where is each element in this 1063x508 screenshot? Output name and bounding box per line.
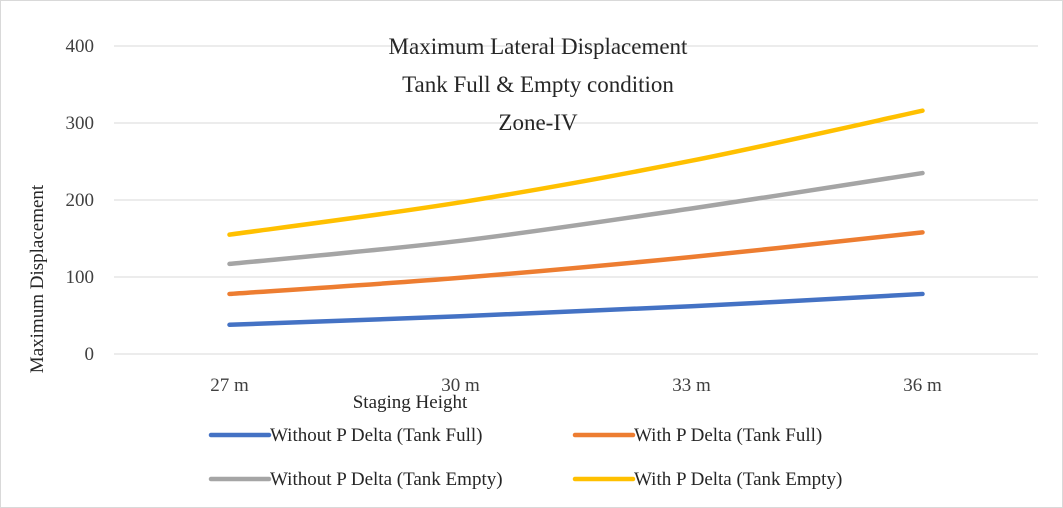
chart-title-line-3: Zone-IV <box>498 110 578 135</box>
legend-label: Without P Delta (Tank Empty) <box>270 469 503 490</box>
x-axis-title: Staging Height <box>353 392 468 413</box>
legend-item-4: With P Delta (Tank Empty) <box>572 469 842 490</box>
legend-label: With P Delta (Tank Full) <box>634 425 822 446</box>
y-tick-label: 0 <box>85 344 95 365</box>
y-axis-ticks: 0 100 200 300 400 <box>66 36 95 365</box>
series-lines <box>227 108 925 327</box>
y-tick-label: 300 <box>66 113 95 134</box>
legend-item-1: Without P Delta (Tank Full) <box>208 425 483 446</box>
legend-label: Without P Delta (Tank Full) <box>270 425 483 446</box>
x-tick-label: 27 m <box>210 375 249 396</box>
x-tick-label: 33 m <box>672 375 711 396</box>
gridlines <box>114 45 1038 355</box>
series-line-2 <box>227 230 925 297</box>
series-line-3 <box>227 170 925 267</box>
y-axis-title: Maximum Displacement <box>27 184 48 373</box>
series-line-1 <box>227 291 925 327</box>
chart-title-line-1: Maximum Lateral Displacement <box>389 34 689 59</box>
chart-title-line-2: Tank Full & Empty condition <box>402 72 674 97</box>
chart-title: Maximum Lateral Displacement Tank Full &… <box>389 34 689 135</box>
legend-item-2: With P Delta (Tank Full) <box>572 425 822 446</box>
legend-label: With P Delta (Tank Empty) <box>634 469 842 490</box>
x-tick-label: 30 m <box>441 375 480 396</box>
y-tick-label: 400 <box>66 36 95 57</box>
legend-item-3: Without P Delta (Tank Empty) <box>208 469 503 490</box>
series-line-4 <box>227 108 925 237</box>
legend: Without P Delta (Tank Full) With P Delta … <box>208 425 842 490</box>
x-axis-ticks: 27 m 30 m 33 m 36 m <box>210 375 942 396</box>
y-tick-label: 100 <box>66 267 95 288</box>
y-tick-label: 200 <box>66 190 95 211</box>
x-tick-label: 36 m <box>903 375 942 396</box>
